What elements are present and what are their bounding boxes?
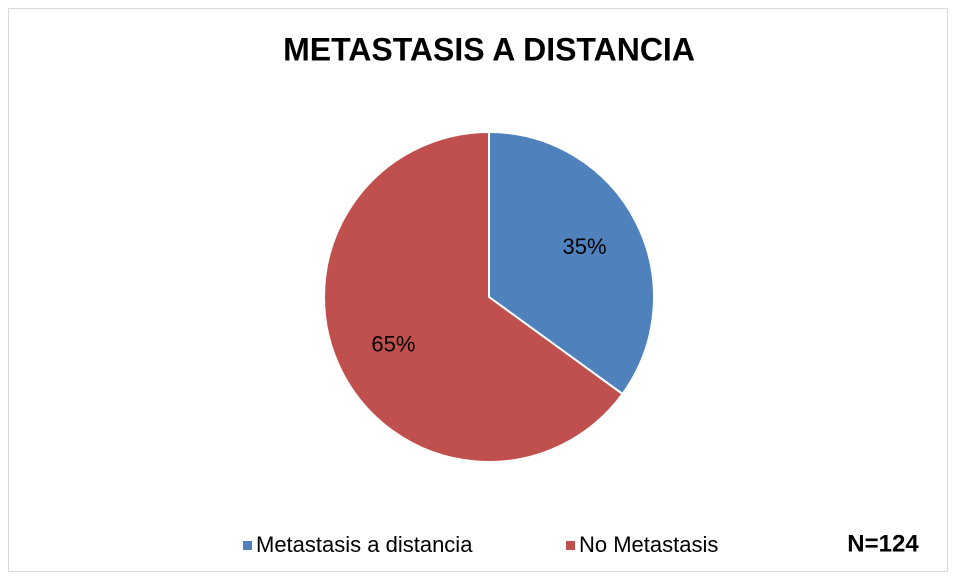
legend-swatch [566, 541, 575, 550]
pie-slice [323, 130, 624, 463]
chart-title: METASTASIS A DISTANCIA [283, 31, 695, 67]
data-label: 65% [371, 332, 415, 357]
pie-slice [488, 130, 655, 396]
legend-swatch [243, 541, 252, 550]
legend-label: Metastasis a distancia [256, 532, 473, 557]
annotation: N=124 [847, 530, 919, 557]
legend-label: No Metastasis [579, 532, 718, 557]
data-label: 35% [563, 234, 607, 259]
